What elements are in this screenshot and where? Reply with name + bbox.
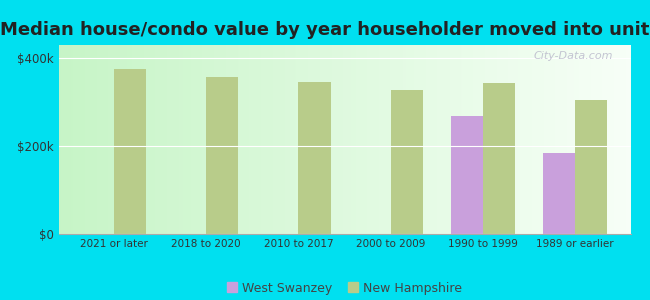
Bar: [575, 100, 608, 234]
Bar: [391, 90, 423, 234]
Bar: [543, 153, 575, 234]
Bar: [206, 76, 239, 234]
Legend: West Swanzey, New Hampshire: West Swanzey, New Hampshire: [222, 277, 467, 300]
Bar: [298, 82, 331, 234]
Text: City-Data.com: City-Data.com: [534, 51, 614, 61]
Bar: [483, 83, 515, 234]
Bar: [450, 116, 483, 234]
Text: Median house/condo value by year householder moved into unit: Median house/condo value by year househo…: [0, 21, 650, 39]
Bar: [114, 69, 146, 234]
